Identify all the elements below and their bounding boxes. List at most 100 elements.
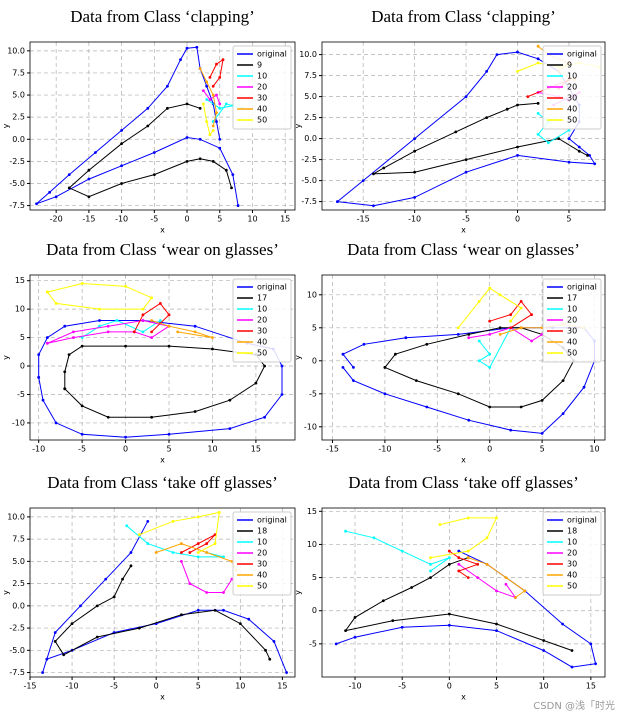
point: [222, 555, 225, 559]
point: [352, 379, 355, 382]
point: [488, 333, 492, 336]
point: [391, 619, 395, 623]
point: [404, 336, 408, 340]
point: [150, 330, 154, 334]
point: [67, 186, 71, 190]
point: [146, 542, 150, 545]
point: [570, 649, 574, 652]
point: [516, 50, 519, 54]
point: [393, 352, 397, 356]
y-tick-label: 10: [307, 540, 317, 549]
point: [372, 204, 375, 208]
y-axis-label: y: [294, 355, 303, 360]
point: [381, 599, 385, 603]
legend-label: 30: [257, 94, 267, 103]
point: [179, 58, 182, 62]
point: [176, 330, 180, 334]
point: [454, 130, 458, 134]
x-tick-label: -10: [408, 215, 421, 224]
point: [447, 549, 451, 553]
series-line: [449, 550, 480, 579]
plot-frame: [29, 41, 296, 211]
x-tick-label: 5: [196, 682, 201, 691]
point: [509, 313, 513, 316]
point: [467, 336, 471, 340]
point: [413, 196, 417, 199]
x-tick-label: 0: [123, 445, 128, 454]
y-tick-label: 2.5: [304, 113, 317, 122]
point: [87, 177, 91, 181]
axes: Data from Class ‘take off glasses’ -10 -5 0…: [294, 473, 606, 702]
point: [41, 671, 45, 674]
point: [106, 330, 110, 334]
point: [211, 159, 215, 163]
legend-label: original: [257, 50, 287, 59]
point: [516, 103, 519, 107]
point: [63, 370, 67, 374]
legend-label: 50: [257, 582, 267, 591]
series-line: [202, 103, 214, 136]
point: [217, 511, 221, 514]
x-tick-label: 15: [586, 682, 596, 691]
point: [54, 302, 58, 305]
point: [120, 142, 124, 146]
point: [334, 642, 338, 646]
point: [167, 324, 171, 328]
point: [146, 519, 150, 523]
point: [280, 393, 284, 396]
point: [171, 551, 175, 554]
y-tick-label: 0: [312, 356, 317, 365]
point: [125, 524, 129, 528]
point: [222, 608, 225, 612]
point: [509, 428, 513, 432]
legend-label: 50: [567, 349, 577, 358]
x-tick-label: 10: [589, 445, 599, 454]
point: [353, 615, 357, 619]
legend-label: 10: [257, 72, 267, 81]
legend-label: 40: [567, 571, 577, 580]
point: [205, 98, 209, 101]
point: [150, 296, 154, 300]
legend-label: 50: [567, 116, 577, 125]
legend-label: original: [567, 283, 597, 292]
y-tick-label: 0.0: [12, 135, 25, 144]
point: [218, 106, 222, 110]
point: [120, 164, 124, 168]
point: [112, 595, 116, 599]
point: [80, 336, 84, 339]
legend-label: 20: [567, 83, 577, 92]
point: [488, 366, 492, 369]
point: [167, 432, 171, 436]
legend-label: 10: [567, 72, 577, 81]
point: [79, 604, 82, 608]
point: [201, 102, 205, 106]
point: [447, 556, 451, 560]
x-tick-label: -15: [326, 445, 339, 454]
chart-title: Data from Class ‘take off glasses’: [47, 473, 278, 492]
point: [196, 555, 200, 559]
point: [35, 202, 38, 206]
point: [519, 326, 523, 330]
point: [485, 116, 489, 119]
point: [72, 336, 75, 339]
point: [106, 415, 110, 419]
point: [215, 62, 218, 66]
point: [132, 330, 136, 334]
x-tick-label: 5: [494, 682, 499, 691]
legend-label: 10: [567, 305, 577, 314]
point: [577, 145, 581, 149]
point: [504, 582, 508, 586]
point: [353, 635, 357, 639]
x-tick-label: -10: [66, 682, 79, 691]
point: [362, 342, 366, 346]
point: [185, 46, 189, 50]
x-tick-label: -15: [357, 215, 370, 224]
y-tick-label: -5.0: [301, 176, 317, 185]
point: [188, 582, 192, 586]
point: [167, 313, 171, 317]
x-tick-label: -10: [32, 445, 45, 454]
y-tick-label: -5: [309, 639, 317, 648]
point: [488, 319, 492, 323]
point: [180, 613, 183, 617]
point: [344, 529, 347, 533]
